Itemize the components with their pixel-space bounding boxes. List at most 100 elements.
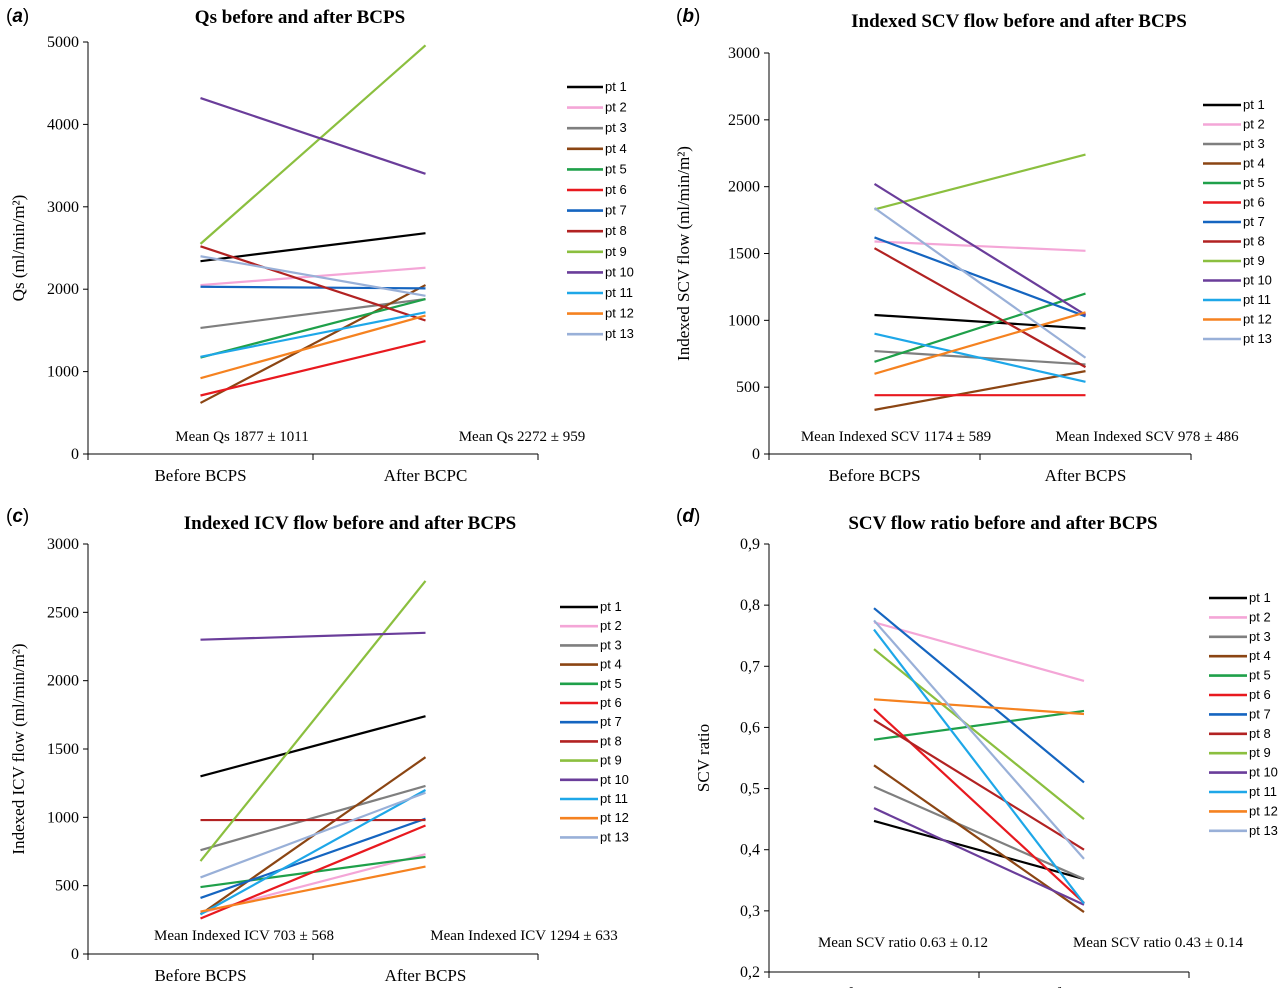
series-line-pt-11 (199, 789, 427, 916)
mean-before-label: Mean Qs 1877 ± 1011 (175, 429, 309, 445)
series-line-pt-11 (874, 332, 1086, 383)
legend-label: pt 1 (1243, 97, 1265, 112)
y-tick-label: 0,6 (740, 719, 760, 736)
legend-label: pt 8 (605, 223, 627, 238)
series-line-pt-8 (873, 247, 1087, 369)
series-line-pt-12 (873, 698, 1085, 716)
legend-label: pt 13 (605, 326, 634, 341)
legend-label: pt 13 (600, 829, 629, 844)
legend-label: pt 2 (605, 100, 627, 115)
legend-label: pt 10 (605, 264, 634, 279)
series-line-pt-12 (200, 865, 426, 913)
series-line-pt-9 (199, 580, 427, 862)
panel-letter: (a) (6, 6, 29, 27)
series-line-pt-9 (874, 153, 1086, 211)
x-category-label: After BCPS (1043, 984, 1125, 988)
series-line-pt-1 (200, 232, 426, 263)
series-line-pt-13 (200, 255, 426, 297)
x-category-label: Before BCPS (154, 466, 246, 485)
series-line-pt-10 (873, 183, 1087, 316)
y-tick-label: 0,2 (740, 964, 760, 981)
legend-label: pt 1 (600, 599, 622, 614)
y-tick-label: 1000 (47, 364, 79, 381)
y-tick-label: 2500 (47, 604, 79, 621)
legend-label: pt 5 (600, 676, 622, 691)
legend-label: pt 12 (600, 810, 629, 825)
chart-svg: (b) Indexed SCV flow before and after BCP… (674, 6, 1272, 485)
legend-label: pt 8 (1243, 234, 1265, 249)
legend-label: pt 2 (1243, 117, 1265, 132)
y-tick-label: 0,8 (740, 597, 760, 614)
y-tick-label: 2500 (728, 112, 760, 129)
legend-label: pt 13 (1249, 823, 1278, 838)
mean-before-label: Mean Indexed ICV 703 ± 568 (154, 928, 334, 944)
legend-label: pt 9 (1249, 745, 1271, 760)
y-axis-label: Indexed SCV flow (ml/min/m²) (674, 146, 693, 361)
x-category-label: Before BCPS (828, 984, 920, 988)
legend-label: pt 6 (600, 695, 622, 710)
legend-label: pt 12 (1249, 803, 1278, 818)
series-line-pt-9 (199, 44, 427, 245)
chart-svg: (c) Indexed ICV flow before and after BCP… (6, 506, 629, 985)
y-tick-label: 2000 (47, 673, 79, 690)
series-line-pt-7 (874, 236, 1086, 318)
y-tick-label: 2000 (728, 179, 760, 196)
series-line-pt-8 (873, 719, 1085, 851)
series-line-pt-13 (200, 791, 426, 879)
mean-after-label: Mean Indexed SCV 978 ± 486 (1055, 429, 1239, 445)
legend-label: pt 6 (1249, 687, 1271, 702)
y-axis-label: Indexed ICV flow (ml/min/m²) (9, 643, 28, 854)
legend-label: pt 9 (605, 244, 627, 259)
y-tick-label: 0,5 (740, 781, 760, 798)
legend-label: pt 3 (1249, 629, 1271, 644)
legend-label: pt 5 (1243, 175, 1265, 190)
legend-label: pt 11 (600, 791, 628, 806)
y-tick-label: 3000 (47, 199, 79, 216)
chart-panel-c: (c) Indexed ICV flow before and after BCP… (0, 494, 643, 988)
series-line-pt-10 (200, 631, 426, 641)
panel-letter: (d) (676, 506, 700, 527)
series-line-pt-5 (874, 292, 1086, 363)
y-tick-label: 0,3 (740, 903, 760, 920)
chart-title: Qs before and after BCPS (195, 7, 405, 28)
y-tick-label: 0 (71, 946, 79, 963)
chart-panel-a: (a) Qs before and after BCPS Qs (ml/min/m²… (0, 0, 643, 494)
legend-label: pt 7 (1249, 706, 1271, 721)
legend-label: pt 6 (1243, 195, 1265, 210)
chart-svg: (a) Qs before and after BCPS Qs (ml/min/m²… (6, 6, 634, 485)
chart-panel-b: (b) Indexed SCV flow before and after BCP… (643, 0, 1287, 494)
x-category-label: Before BCPS (828, 466, 920, 485)
series-line-pt-6 (200, 340, 426, 397)
legend-label: pt 9 (1243, 253, 1265, 268)
series-line-pt-5 (873, 709, 1085, 741)
series-line-pt-2 (874, 240, 1086, 252)
series-line-pt-4 (199, 284, 427, 404)
chart-title: SCV flow ratio before and after BCPS (848, 513, 1157, 534)
series-line-pt-3 (200, 784, 426, 852)
panel-letter: (b) (676, 6, 700, 27)
legend-label: pt 7 (1243, 214, 1265, 229)
series-line-pt-11 (200, 311, 426, 358)
legend-label: pt 8 (600, 733, 622, 748)
x-category-label: After BCPS (385, 966, 467, 985)
legend-label: pt 3 (600, 637, 622, 652)
y-tick-label: 500 (55, 878, 79, 895)
y-tick-label: 0 (71, 446, 79, 463)
legend-label: pt 8 (1249, 726, 1271, 741)
panel-letter: (c) (6, 506, 29, 527)
legend-label: pt 5 (605, 161, 627, 176)
legend-label: pt 10 (600, 772, 629, 787)
legend-label: pt 7 (605, 203, 627, 218)
series-line-pt-12 (200, 314, 426, 380)
series-line-pt-11 (873, 628, 1085, 905)
legend-label: pt 11 (605, 285, 633, 300)
series-line-pt-2 (873, 621, 1085, 683)
series-line-pt-3 (873, 785, 1085, 881)
y-tick-label: 1500 (728, 246, 760, 263)
legend-label: pt 4 (605, 141, 627, 156)
legend-label: pt 10 (1249, 765, 1278, 780)
x-category-label: After BCPC (384, 466, 468, 485)
legend-label: pt 3 (605, 120, 627, 135)
y-tick-label: 0,9 (740, 536, 760, 553)
y-tick-label: 1000 (728, 312, 760, 329)
